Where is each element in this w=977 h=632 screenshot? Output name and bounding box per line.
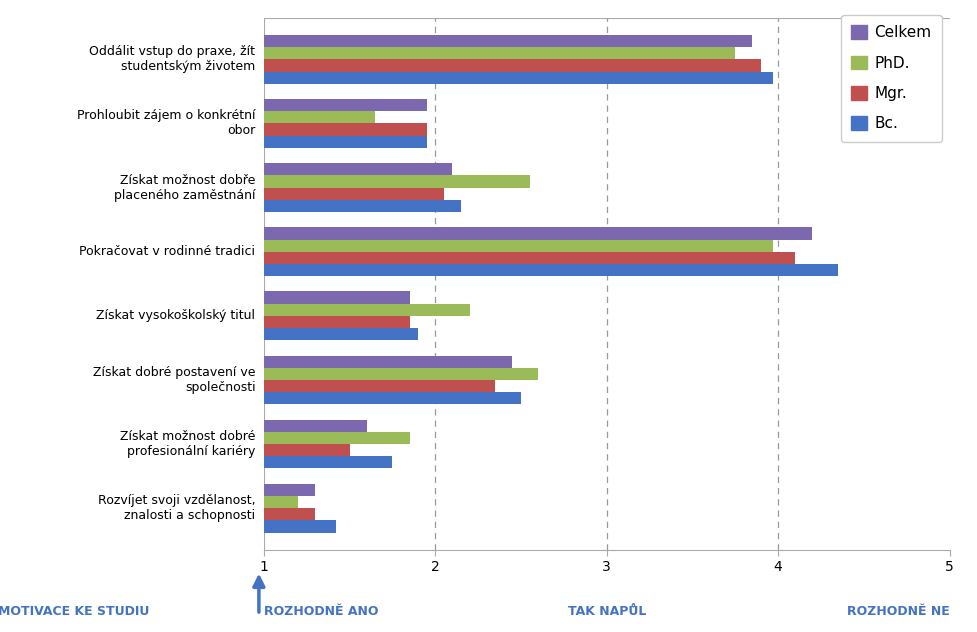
Bar	[264, 71, 773, 83]
Bar	[264, 240, 773, 252]
Bar	[264, 111, 375, 123]
Bar	[264, 368, 538, 380]
Bar	[264, 35, 752, 47]
Bar	[264, 356, 512, 368]
Bar	[264, 496, 298, 508]
Bar	[264, 508, 316, 520]
Text: TAK NAPŮL: TAK NAPŮL	[568, 605, 646, 618]
Text: MOTIVACE KE STUDIU: MOTIVACE KE STUDIU	[0, 605, 149, 618]
Bar	[264, 291, 409, 303]
Text: ROZHODNĚ NE: ROZHODNĚ NE	[847, 605, 950, 618]
Bar	[264, 328, 418, 340]
Bar	[264, 264, 838, 276]
Bar	[264, 316, 409, 328]
Bar	[264, 444, 350, 456]
Bar	[264, 303, 470, 316]
Bar	[264, 252, 795, 264]
Bar	[264, 47, 736, 59]
Bar	[264, 99, 427, 111]
Bar	[264, 176, 530, 188]
Bar	[264, 200, 461, 212]
Bar	[264, 420, 366, 432]
Bar	[264, 136, 427, 148]
Legend: Celkem, PhD., Mgr., Bc.: Celkem, PhD., Mgr., Bc.	[840, 15, 942, 142]
Bar	[264, 163, 452, 176]
Bar	[264, 228, 813, 240]
Bar	[264, 520, 336, 533]
Bar	[264, 123, 427, 136]
Bar	[264, 188, 444, 200]
Bar	[264, 456, 393, 468]
Bar	[264, 59, 761, 71]
Bar	[264, 432, 409, 444]
Bar	[264, 392, 521, 404]
Bar	[264, 380, 495, 392]
Text: ROZHODNĚ ANO: ROZHODNĚ ANO	[264, 605, 378, 618]
Bar	[264, 484, 316, 496]
